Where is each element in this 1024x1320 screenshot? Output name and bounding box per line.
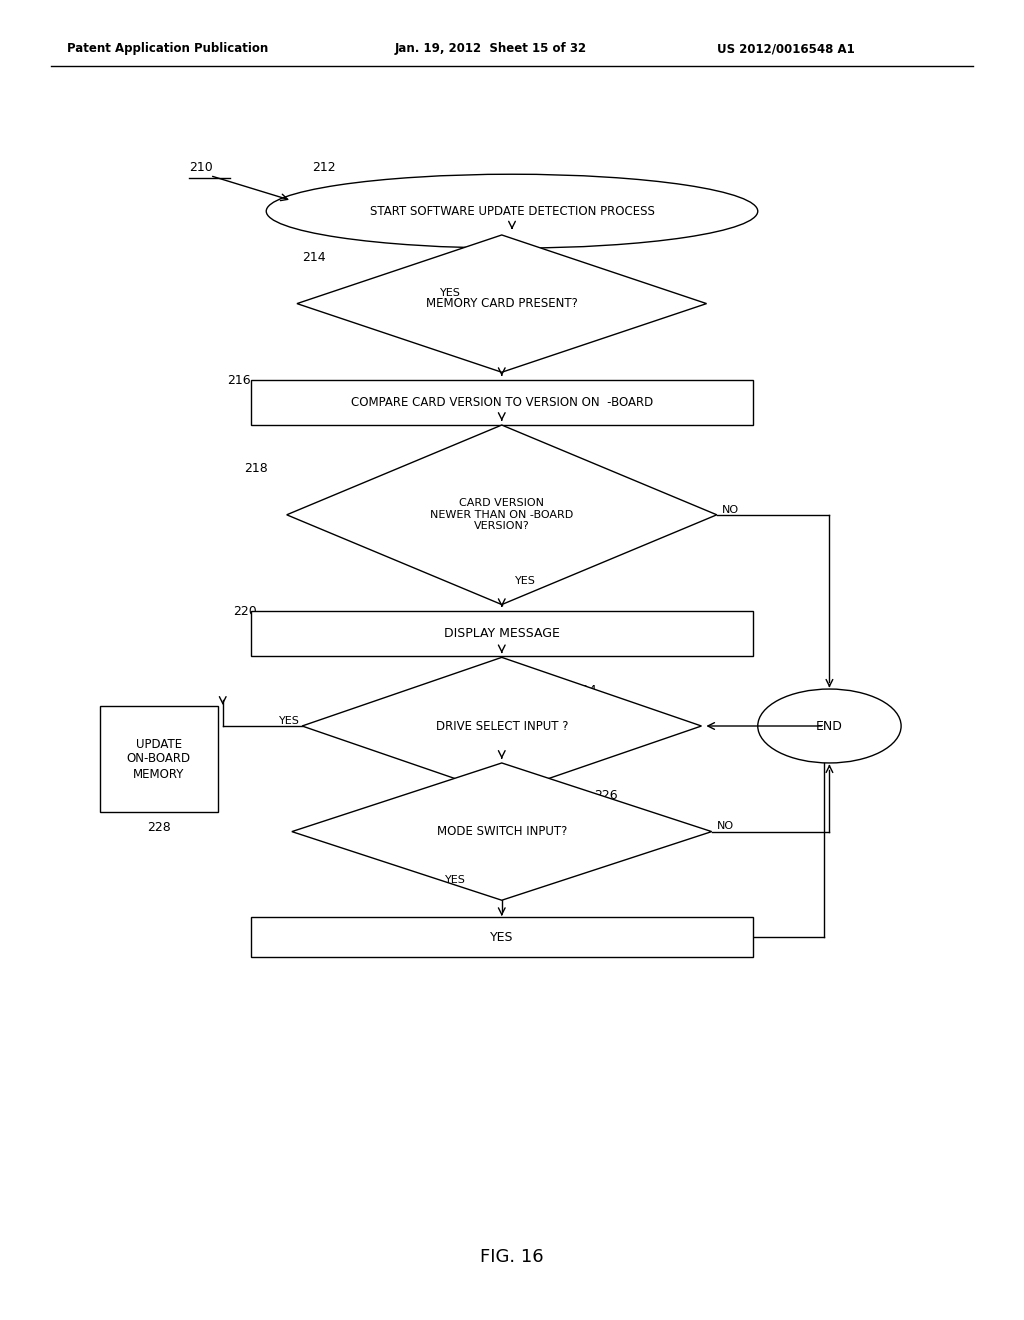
Text: COMPARE CARD VERSION TO VERSION ON  -BOARD: COMPARE CARD VERSION TO VERSION ON -BOAR… [350,396,653,409]
Ellipse shape [266,174,758,248]
Text: YES: YES [445,875,466,886]
Text: US 2012/0016548 A1: US 2012/0016548 A1 [717,42,855,55]
Text: FIG. 16: FIG. 16 [480,1247,544,1266]
Bar [251,380,753,425]
Text: NO: NO [717,821,734,832]
Polygon shape [292,763,712,900]
Polygon shape [297,235,707,372]
Text: UPDATE
ON-BOARD
MEMORY: UPDATE ON-BOARD MEMORY [127,738,190,780]
Text: DRIVE SELECT INPUT ?: DRIVE SELECT INPUT ? [435,719,568,733]
Text: MODE SWITCH INPUT?: MODE SWITCH INPUT? [436,825,567,838]
Text: MEMORY CARD PRESENT?: MEMORY CARD PRESENT? [426,297,578,310]
Text: NO: NO [515,771,532,781]
Text: YES: YES [490,931,513,944]
Text: Patent Application Publication: Patent Application Publication [67,42,268,55]
Text: 228: 228 [146,821,171,834]
Ellipse shape [758,689,901,763]
Text: END: END [816,719,843,733]
Text: 214: 214 [302,251,326,264]
Text: Jan. 19, 2012  Sheet 15 of 32: Jan. 19, 2012 Sheet 15 of 32 [394,42,587,55]
Text: DISPLAY MESSAGE: DISPLAY MESSAGE [443,627,560,640]
Text: 210: 210 [189,161,213,174]
Text: NO: NO [722,504,739,515]
Text: CARD VERSION
NEWER THAN ON -BOARD
VERSION?: CARD VERSION NEWER THAN ON -BOARD VERSIO… [430,498,573,532]
Text: 226: 226 [594,789,617,803]
Text: 218: 218 [244,462,267,475]
Polygon shape [287,425,717,605]
Text: 216: 216 [227,374,251,387]
Text: 220: 220 [233,605,257,618]
Text: 212: 212 [312,161,336,174]
Bar [251,611,753,656]
Text: YES: YES [440,288,461,298]
Text: 224: 224 [573,684,597,697]
Bar [251,917,753,957]
Polygon shape [302,657,701,795]
Bar [100,706,218,812]
Text: YES: YES [515,576,536,586]
Text: YES: YES [279,715,299,726]
Text: START SOFTWARE UPDATE DETECTION PROCESS: START SOFTWARE UPDATE DETECTION PROCESS [370,205,654,218]
